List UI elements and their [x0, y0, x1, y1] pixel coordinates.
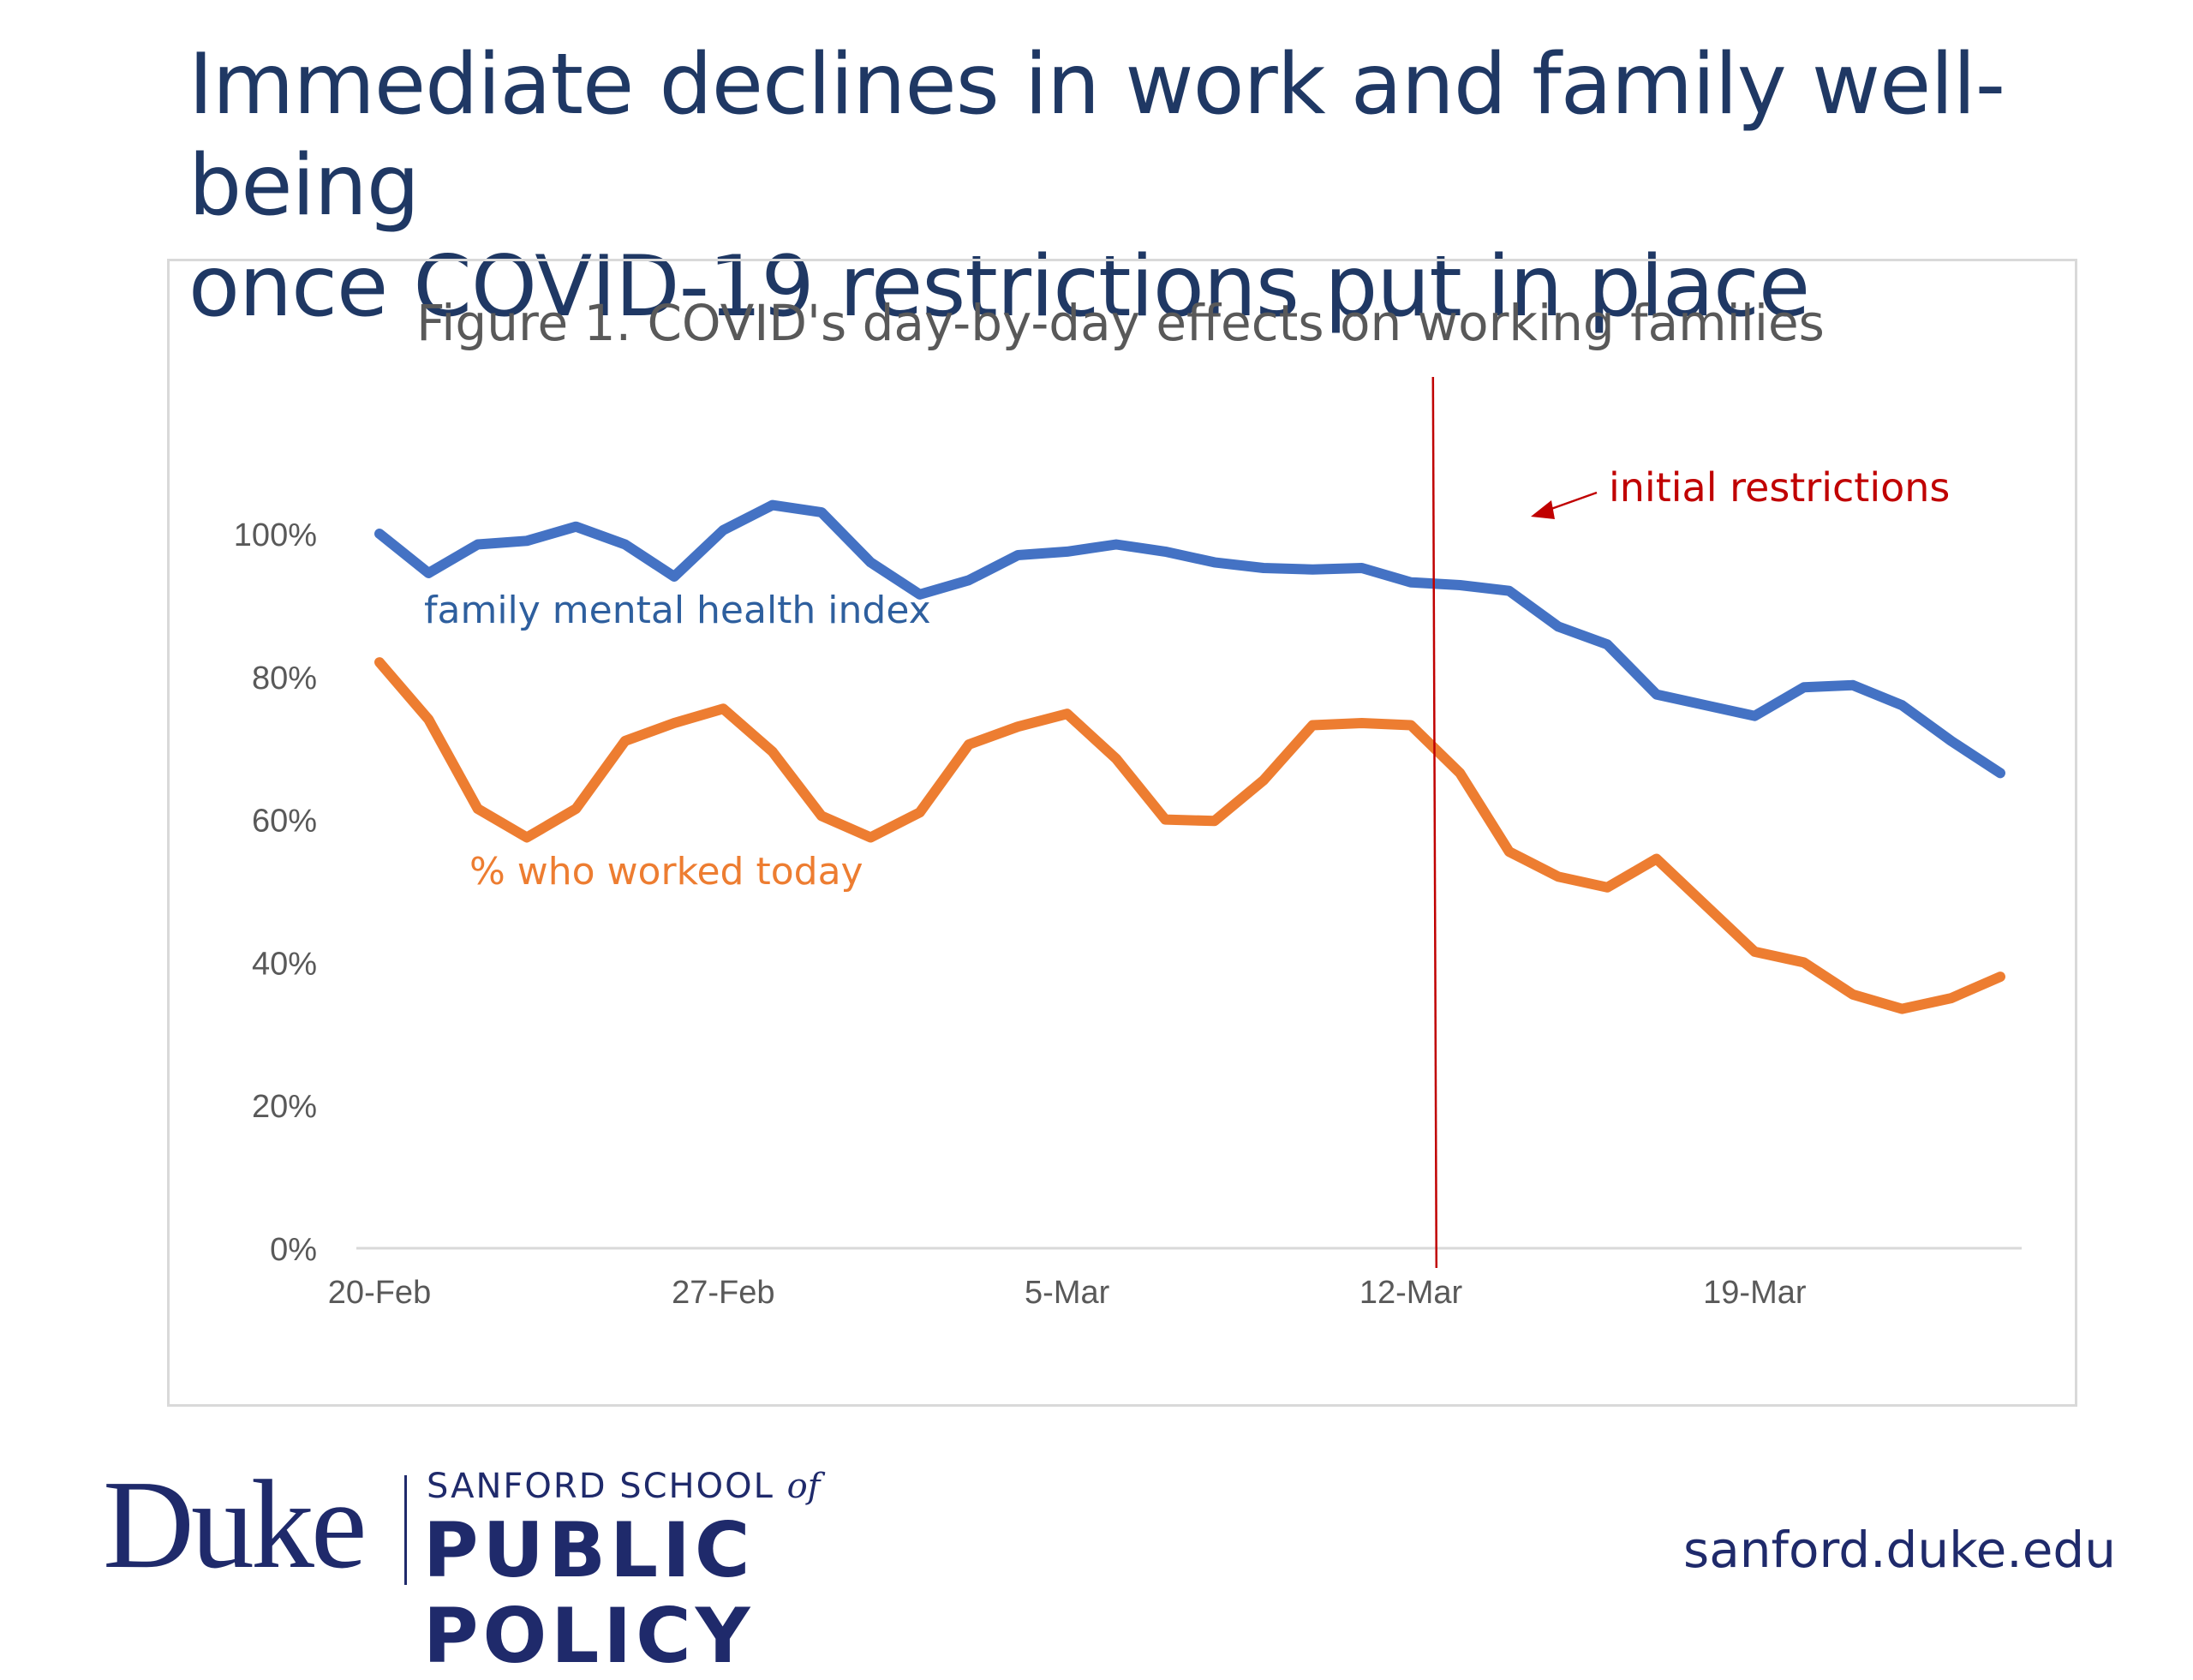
series-label-worked-today: % who worked today	[469, 850, 863, 894]
chart-title: Figure 1. COVID's day-by-day effects on …	[416, 294, 1825, 352]
y-tick-label: 60%	[252, 804, 317, 840]
slide-title: Immediate declines in work and family we…	[188, 34, 2073, 338]
y-tick-label: 20%	[252, 1089, 317, 1125]
line-chart: Figure 1. COVID's day-by-day effects on …	[234, 294, 2022, 1311]
logo-divider	[404, 1475, 407, 1585]
chart-frame: Figure 1. COVID's day-by-day effects on …	[167, 259, 2077, 1407]
x-tick-label: 20-Feb	[328, 1275, 431, 1311]
x-tick-label: 5-Mar	[1025, 1275, 1110, 1311]
logo-school-line: SANFORD SCHOOL of	[427, 1467, 820, 1506]
restriction-line	[1431, 376, 1438, 1269]
series-line-worked-today	[374, 657, 2005, 1014]
series-label-mental-health: family mental health index	[424, 589, 931, 632]
logo-duke-wordmark: Duke	[103, 1455, 367, 1595]
annotation-arrowhead-icon	[1531, 500, 1555, 519]
y-tick-label: 80%	[252, 661, 317, 697]
y-tick-label: 100%	[234, 517, 317, 553]
slide-title-line-1: Immediate declines in work and family we…	[188, 36, 2005, 235]
x-tick-label: 19-Mar	[1703, 1275, 1807, 1311]
site-url: sanford.duke.edu	[1683, 1521, 2116, 1579]
annotation-label: initial restrictions	[1609, 464, 1950, 511]
logo-public-policy: PUBLIC POLICY	[423, 1506, 755, 1680]
annotation-arrow-shaft	[1548, 491, 1598, 511]
slide-title-line-2: once COVID-19 restrictions put in place	[188, 238, 1810, 336]
y-tick-label: 0%	[270, 1232, 317, 1268]
logo-school-of: of	[786, 1467, 821, 1506]
x-tick-label: 12-Mar	[1359, 1275, 1463, 1311]
logo-school-name: SANFORD SCHOOL	[427, 1467, 774, 1506]
x-tick-label: 27-Feb	[672, 1275, 774, 1311]
y-tick-label: 40%	[252, 946, 317, 982]
series-line-mental-health	[374, 499, 2005, 779]
duke-sanford-logo: Duke SANFORD SCHOOL of PUBLIC POLICY	[103, 1455, 1114, 1679]
